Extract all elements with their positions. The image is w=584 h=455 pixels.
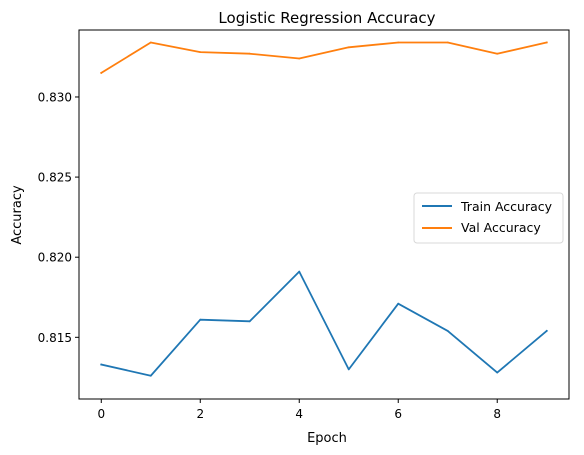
data-point-train-accuracy xyxy=(397,302,400,305)
data-point-train-accuracy xyxy=(496,371,499,374)
data-point-train-accuracy xyxy=(100,363,103,366)
series-line-val-accuracy xyxy=(100,41,548,75)
data-point-train-accuracy xyxy=(248,320,251,323)
x-tick-label: 0 xyxy=(97,407,105,421)
y-tick-label: 0.825 xyxy=(38,171,72,185)
data-point-val-accuracy xyxy=(545,41,548,44)
x-tick-label: 4 xyxy=(295,407,303,421)
series-layer xyxy=(100,41,548,377)
data-point-val-accuracy xyxy=(100,72,103,74)
x-tick-label: 8 xyxy=(493,407,501,421)
data-point-train-accuracy xyxy=(347,368,350,371)
y-axis-ticks: 0.815 0.820 0.825 0.830 xyxy=(38,90,79,345)
data-point-val-accuracy xyxy=(347,46,350,49)
data-point-val-accuracy xyxy=(149,41,152,44)
data-point-train-accuracy xyxy=(298,270,301,273)
data-point-val-accuracy xyxy=(298,57,301,60)
legend-label-train-accuracy: Train Accuracy xyxy=(460,199,553,214)
legend: Train Accuracy Val Accuracy xyxy=(413,192,564,244)
y-tick-label: 0.820 xyxy=(38,251,72,265)
x-tick-label: 2 xyxy=(196,407,204,421)
data-point-train-accuracy xyxy=(545,330,548,332)
data-point-train-accuracy xyxy=(446,330,449,332)
data-point-val-accuracy xyxy=(199,51,202,54)
data-point-val-accuracy xyxy=(446,41,449,44)
data-point-val-accuracy xyxy=(496,52,499,55)
legend-label-val-accuracy: Val Accuracy xyxy=(461,220,541,235)
data-point-train-accuracy xyxy=(199,318,202,321)
data-point-val-accuracy xyxy=(397,41,400,44)
data-point-val-accuracy xyxy=(248,52,251,55)
y-tick-label: 0.815 xyxy=(38,331,72,345)
series-line-train-accuracy xyxy=(100,270,548,377)
plot-frame xyxy=(78,29,570,400)
data-point-train-accuracy xyxy=(149,374,152,377)
x-tick-label: 6 xyxy=(394,407,402,421)
y-axis-label: Accuracy xyxy=(10,185,25,245)
x-axis-ticks: 0 2 4 6 8 xyxy=(97,399,501,421)
chart-title: Logistic Regression Accuracy xyxy=(218,9,435,27)
x-axis-label: Epoch xyxy=(307,431,347,446)
y-tick-label: 0.830 xyxy=(38,90,72,104)
